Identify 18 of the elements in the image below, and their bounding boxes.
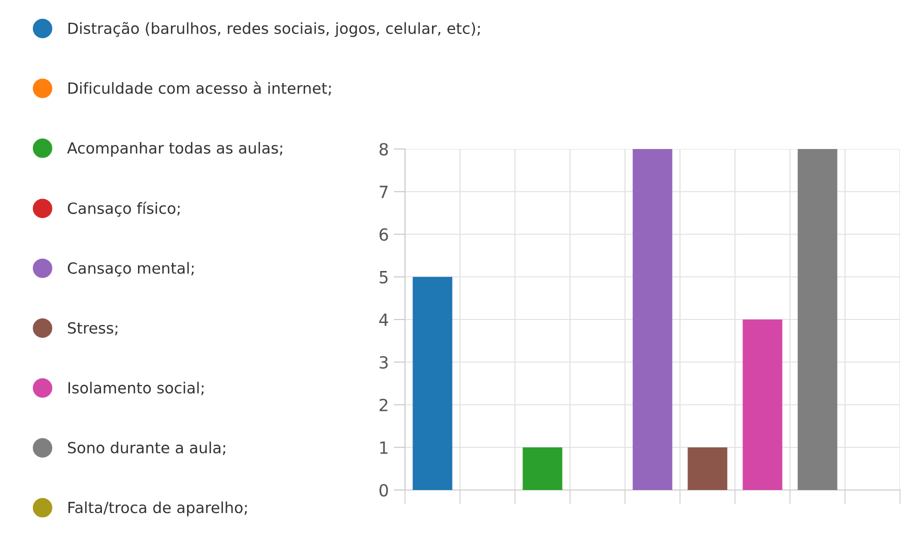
y-tick-label: 0 xyxy=(380,484,388,497)
legend-label: Isolamento social; xyxy=(68,382,204,396)
y-tick-label: 5 xyxy=(380,271,388,284)
legend-label: Cansaço mental; xyxy=(68,262,194,277)
legend-label: Distração (barulhos, redes sociais, jogos, celular, etc); xyxy=(68,22,480,38)
legend-label: Dificuldade com acesso à internet; xyxy=(68,81,331,96)
y-tick-label: 8 xyxy=(380,142,388,156)
y-tick-label: 6 xyxy=(380,228,388,241)
y-tick-label: 4 xyxy=(379,314,388,326)
legend-label: Falta/troca de aparelho; xyxy=(68,501,247,516)
y-tick-label: 3 xyxy=(380,356,388,369)
y-tick-label: 7 xyxy=(380,186,388,198)
y-tick-label: 2 xyxy=(380,398,388,412)
legend-label: Cansaço físico; xyxy=(68,202,180,217)
legend-label: Acompanhar todas as aulas; xyxy=(67,142,282,157)
y-tick-label: 1 xyxy=(380,442,388,454)
legend-label: Stress; xyxy=(68,322,118,336)
legend-label: Sono durante a aula; xyxy=(68,442,226,455)
